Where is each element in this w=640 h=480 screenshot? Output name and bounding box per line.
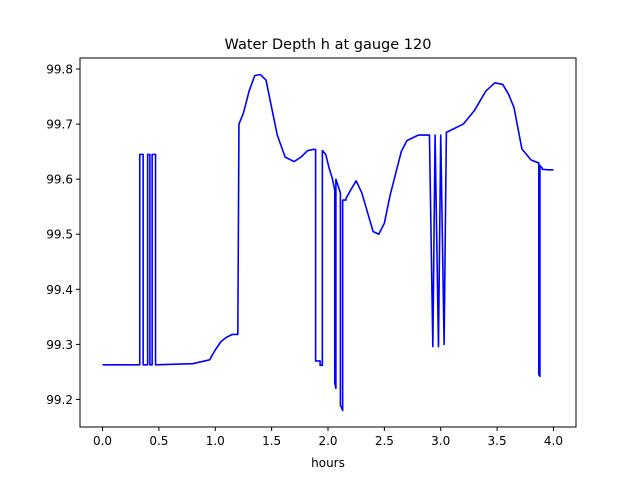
x-axis: 0.0 0.5 1.0 1.5 2.0 2.5 3.0 3.5 4.0 — [93, 427, 563, 448]
x-tick-label: 1.0 — [206, 434, 225, 448]
y-tick-label: 99.4 — [46, 283, 73, 297]
x-tick-label: 1.5 — [262, 434, 281, 448]
series-line-0 — [102, 73, 554, 412]
y-tick-label: 99.5 — [46, 228, 73, 242]
y-tick-label: 99.7 — [46, 118, 73, 132]
x-tick-label: 0.5 — [149, 434, 168, 448]
y-tick-label: 99.3 — [46, 338, 73, 352]
y-tick-label: 99.6 — [46, 173, 73, 187]
chart-title: Water Depth h at gauge 120 — [225, 37, 432, 53]
x-axis-label: hours — [311, 456, 345, 470]
plot-area — [102, 73, 554, 412]
x-tick-label: 2.5 — [375, 434, 394, 448]
x-tick-label: 4.0 — [544, 434, 563, 448]
y-tick-label: 99.2 — [46, 393, 73, 407]
x-tick-label: 0.0 — [93, 434, 112, 448]
y-axis: 99.2 99.3 99.4 99.5 99.6 99.7 99.8 — [46, 63, 80, 407]
x-tick-label: 3.0 — [431, 434, 450, 448]
x-tick-label: 2.0 — [318, 434, 337, 448]
x-tick-label: 3.5 — [488, 434, 507, 448]
y-tick-label: 99.8 — [46, 63, 73, 77]
